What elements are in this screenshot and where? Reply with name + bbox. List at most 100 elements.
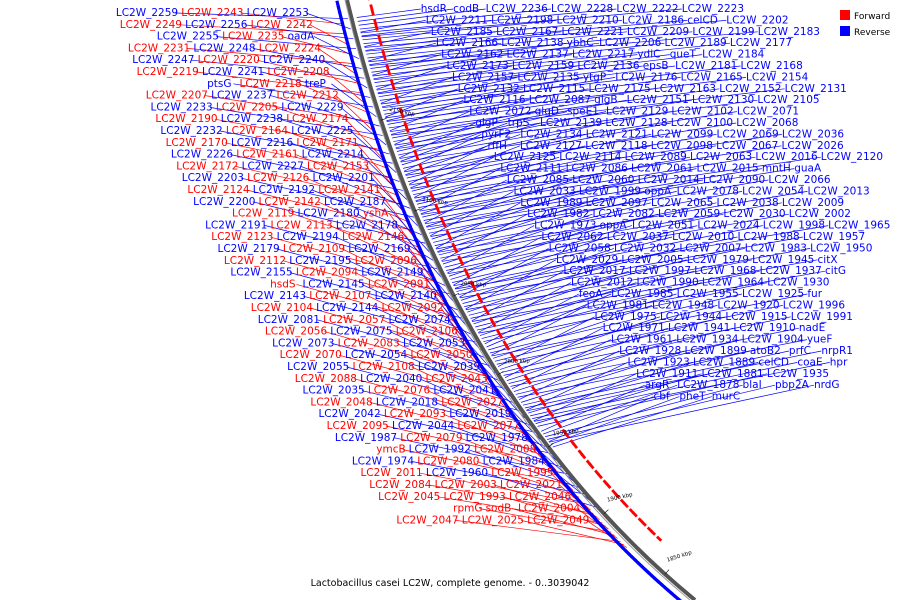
gene-label-text: LC2W_1923: [628, 356, 690, 368]
gene-label-reverse: celCD: [758, 356, 789, 368]
connector-line-forward: [511, 508, 615, 536]
gene-label-text: LC2W_1937: [760, 265, 822, 277]
connector-line-forward: [459, 437, 563, 478]
connector-line-reverse: [368, 31, 693, 63]
gene-label-reverse: LC2W_2189: [664, 37, 726, 49]
gene-label-text: LC2W_2114: [559, 151, 622, 163]
gene-label-text: LC2W_1971: [603, 322, 665, 334]
gene-label-text: LC2W_2141: [318, 184, 380, 196]
gene-label-text: LC2W_2163: [654, 83, 716, 95]
gene-label-reverse: LC2W_2155: [230, 267, 292, 279]
gene-label-text: LC2W_2153: [307, 160, 369, 172]
gene-label-text: fur: [807, 288, 822, 300]
gene-label-text: queT: [670, 49, 697, 61]
gene-label-reverse: nrpR1: [821, 345, 853, 357]
connector-line-forward: [342, 248, 445, 299]
connector-line-reverse: [446, 213, 724, 271]
gene-label-text: LC2W_2011: [360, 467, 422, 479]
gene-label-reverse: LC2W_1968: [694, 265, 756, 277]
forward-feature: [580, 452, 587, 460]
gene-label-text: LC2W_2178: [336, 219, 398, 231]
forward-feature: [425, 181, 430, 188]
connector-line-forward: [427, 390, 530, 437]
gene-label-text: LC2W_1995: [491, 467, 553, 479]
connector-line-reverse: [378, 65, 578, 98]
gene-label-reverse: LC2W_2210: [557, 14, 619, 26]
gene-label-text: hpr: [830, 356, 848, 368]
gene-label-text: LC2W_2080: [417, 455, 479, 467]
gene-label-text: LC2W_2194: [277, 231, 340, 243]
gene-label-forward: LC2W_2077: [457, 420, 519, 432]
gene-label-text: LC2W_1965: [828, 220, 890, 232]
connector-line-reverse: [367, 31, 627, 59]
gene-label-text: LC2W_2217: [572, 49, 634, 61]
scale-tick-mark: [664, 569, 670, 575]
connector-line-reverse: [360, 20, 426, 33]
gene-label-forward: LC2W_2070: [280, 349, 342, 361]
gene-label-reverse: LC2W_1964: [702, 277, 765, 289]
connector-line-reverse: [377, 54, 703, 95]
gene-label-reverse: LC2W_2032: [614, 242, 676, 254]
gene-label-reverse: LC2W_1899: [685, 345, 747, 357]
gene-label-reverse: LC2W_2237: [211, 90, 273, 102]
gene-label-text: LC2W_2145: [302, 278, 364, 290]
connector-line-reverse: [386, 88, 524, 122]
gene-label-reverse: LC2W_2186: [622, 14, 685, 26]
connector-line-reverse: [350, 130, 397, 173]
gene-label-reverse: LC2W_2217: [572, 49, 634, 61]
gene-label-text: LC2W_2206: [599, 37, 662, 49]
connector-line-reverse: [410, 134, 782, 189]
gene-label-reverse: LC2W_2074: [389, 314, 452, 326]
connector-line-forward: [298, 83, 367, 113]
gene-label-reverse: LC2W_2007: [679, 242, 741, 254]
gene-label-reverse: ybhC: [567, 37, 594, 49]
connector-line-reverse: [261, 71, 371, 98]
connector-line-reverse: [549, 384, 815, 443]
gene-label-text: codB: [453, 3, 479, 15]
scale-tick-label: 2000 kbp: [504, 358, 531, 365]
gene-label-text: LC2W_2107: [309, 290, 371, 302]
connector-line-reverse: [377, 65, 513, 94]
connector-line-reverse: [453, 225, 763, 287]
gene-label-text: LC2W_1928: [619, 345, 681, 357]
gene-label-text: LC2W_2168: [741, 60, 803, 72]
gene-label-text: LC2W_2202: [726, 14, 788, 26]
gene-label-reverse: LC2W_2247: [132, 54, 194, 66]
gene-label-forward: LC2W_2205: [216, 101, 278, 113]
gene-label-reverse: ptsG: [207, 78, 231, 90]
gene-label-reverse: LC2W_2026: [781, 140, 844, 152]
gene-label-text: LC2W_2165: [681, 71, 743, 83]
connector-line-reverse: [470, 259, 753, 319]
gene-label-reverse: nrdG: [814, 379, 840, 391]
connector-line-reverse: [379, 65, 643, 101]
gene-label-reverse: LC2W_2128: [605, 117, 667, 129]
connector-line-reverse: [467, 259, 622, 313]
connector-line-forward: [476, 461, 580, 498]
scale-tick-mark: [453, 292, 460, 297]
connector-line-reverse: [404, 122, 671, 173]
connector-line-reverse: [371, 42, 600, 73]
gene-label-text: LC2W_2033: [513, 185, 575, 197]
gene-label-reverse: LC2W_2201: [313, 172, 375, 184]
forward-feature: [369, 4, 374, 11]
gene-label-reverse: LC2W_2130: [692, 94, 754, 106]
connector-line-forward: [285, 130, 387, 169]
forward-feature: [518, 366, 525, 374]
connector-line-reverse: [364, 31, 431, 47]
connector-line-reverse: [422, 168, 632, 218]
gene-label-text: LC2W_2118: [585, 140, 647, 152]
gene-label-reverse: LC2W_2185: [431, 26, 493, 38]
gene-label-forward: LC2W_2043: [426, 373, 488, 385]
gene-label-text: LC2W_2003: [435, 479, 497, 491]
connector-line-reverse: [458, 236, 738, 296]
gene-label-reverse: LC2W_1878: [677, 379, 739, 391]
gene-label-text: LC2W_2205: [216, 101, 278, 113]
forward-feature: [526, 378, 532, 385]
gene-label-text: LC2W_2181: [675, 60, 737, 72]
gene-label-reverse: LC2W_2039: [418, 361, 480, 373]
gene-label-forward: LC2W_2243: [181, 7, 243, 19]
gene-label-text: LC2W_2093: [384, 408, 446, 420]
connector-line-reverse: [476, 270, 760, 331]
gene-label-text: coaE: [797, 356, 822, 368]
forward-feature: [511, 355, 518, 363]
